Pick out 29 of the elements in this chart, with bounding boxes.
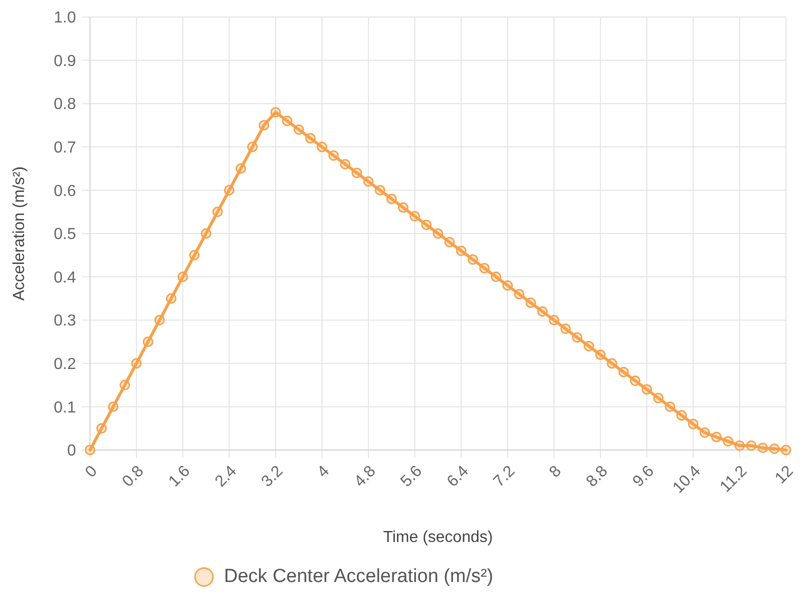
x-tick-label: 12 [772, 462, 797, 488]
y-axis-title: Acceleration (m/s²) [11, 166, 28, 301]
y-tick-label: 0.9 [54, 52, 76, 70]
y-tick-label: 0.3 [54, 312, 76, 330]
x-tick-label: 7.2 [490, 462, 518, 490]
x-tick-label: 4 [314, 462, 333, 482]
x-tick-label: 3.2 [258, 462, 286, 490]
x-axis-title: Time (seconds) [383, 529, 493, 546]
x-tick-label: 6.4 [444, 462, 472, 490]
x-tick-label: 0.8 [119, 462, 148, 490]
legend-label: Deck Center Acceleration (m/s²) [224, 566, 494, 587]
y-tick-label: 0.5 [54, 226, 76, 244]
y-tick-label: 0.8 [54, 96, 76, 114]
y-tick-label: 0 [67, 442, 76, 460]
x-tick-label: 0 [82, 462, 101, 482]
x-tick-label: 8.8 [583, 462, 612, 490]
x-tick-label: 2.4 [212, 462, 240, 490]
y-tick-label: 1.0 [54, 10, 76, 27]
x-tick-label: 4.8 [351, 462, 380, 490]
y-tick-label: 0.4 [54, 269, 76, 286]
y-tick-label: 0.1 [54, 399, 76, 416]
x-tick-label: 5.6 [398, 462, 426, 490]
x-tick-label: 8 [546, 462, 565, 482]
y-tick-label: 0.2 [54, 356, 76, 373]
x-tick-label: 9.6 [630, 462, 658, 490]
x-tick-label: 1.6 [166, 462, 194, 490]
y-tick-label: 0.6 [54, 182, 76, 200]
x-tick-label: 11.2 [717, 462, 750, 496]
y-tick-label: 0.7 [54, 140, 76, 156]
